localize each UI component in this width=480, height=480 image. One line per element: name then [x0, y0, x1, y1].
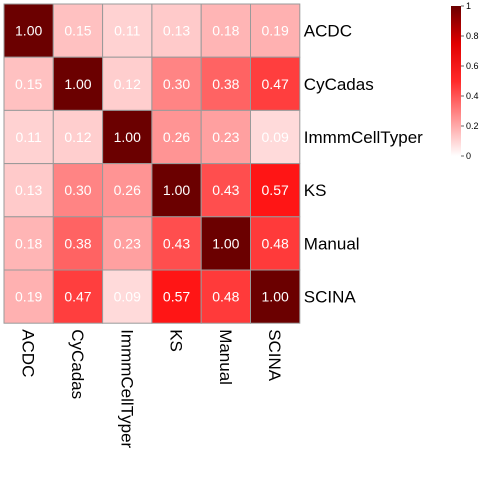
heatmap-cell: [200, 216, 251, 271]
heatmap-cell-value: 0.11: [16, 129, 42, 145]
heatmap-cell-value: 0.23: [212, 129, 239, 145]
legend-tick-label: 0.8: [466, 31, 479, 41]
heatmap-cell-value: 0.30: [64, 182, 91, 198]
heatmap-cell: [151, 163, 202, 218]
heatmap-cell: [250, 3, 301, 58]
row-label: KS: [304, 181, 327, 200]
heatmap-cell-value: 0.26: [163, 129, 190, 145]
heatmap-cell-value: 0.48: [262, 235, 289, 251]
heatmap-cell: [3, 163, 54, 218]
heatmap-cell-value: 0.23: [114, 235, 141, 251]
column-labels: ACDC CyCadas ImmmCellTyper KS Manual SCINA: [19, 329, 284, 448]
heatmap-cell: [102, 216, 153, 271]
heatmap-cell-value: 0.26: [114, 182, 141, 198]
heatmap-cell-value: 0.11: [114, 23, 140, 39]
column-label: CyCadas: [68, 329, 87, 399]
heatmap-cell-value: 0.47: [262, 76, 289, 92]
heatmap-cell: [250, 269, 301, 324]
heatmap-cell-labels: 1.00 0.15 0.11 0.13 0.18 0.19 0.15 1.00 0.12 0.30…: [15, 23, 289, 305]
heatmap-cells: [3, 3, 301, 324]
heatmap-cell-value: 0.38: [212, 76, 239, 92]
heatmap-cell: [151, 109, 202, 165]
legend-ticks: 0 0.2 0.4 0.6 0.8 1: [461, 1, 479, 161]
heatmap-cell: [250, 216, 301, 271]
legend-tick-label: 0.6: [466, 61, 479, 71]
heatmap-cell: [52, 163, 104, 218]
heatmap-cell: [151, 56, 202, 111]
heatmap-cell-value: 0.43: [212, 182, 239, 198]
heatmap-cell-value: 0.43: [163, 235, 190, 251]
row-label: ImmmCellTyper: [304, 128, 423, 147]
heatmap-cell-value: 1.00: [163, 182, 190, 198]
color-legend: 0 0.2 0.4 0.6 0.8 1: [451, 1, 479, 161]
heatmap-cell-value: 0.18: [15, 235, 42, 251]
heatmap-cell-value: 0.12: [114, 76, 141, 92]
legend-tick-label: 0.2: [466, 121, 479, 131]
heatmap-cell: [52, 3, 104, 58]
heatmap-cell-value: 0.30: [163, 76, 190, 92]
heatmap-cell-value: 0.09: [262, 129, 289, 145]
heatmap-cell: [250, 109, 301, 165]
heatmap-cell: [200, 269, 251, 324]
row-labels: ACDC CyCadas ImmmCellTyper KS Manual SCINA: [304, 22, 423, 307]
heatmap-cell-value: 0.09: [114, 289, 141, 305]
heatmap-cell-value: 0.48: [212, 289, 239, 305]
legend-color-bar: [451, 6, 461, 156]
heatmap-cell: [250, 163, 301, 218]
heatmap-cell-value: 0.57: [262, 182, 289, 198]
heatmap-cell-value: 0.57: [163, 289, 190, 305]
heatmap-cell: [250, 56, 301, 111]
heatmap-cell-value: 0.15: [64, 23, 91, 39]
heatmap-cell: [52, 109, 104, 165]
heatmap-cell: [3, 3, 54, 58]
row-label: ACDC: [304, 22, 352, 41]
heatmap-cell-value: 1.00: [15, 23, 42, 39]
legend-tick-label: 1: [466, 1, 471, 11]
heatmap-cell: [52, 56, 104, 111]
column-label: ACDC: [19, 329, 38, 377]
heatmap-cell: [151, 216, 202, 271]
row-label: CyCadas: [304, 75, 374, 94]
legend-tick-label: 0.4: [466, 91, 479, 101]
heatmap-cell: [151, 269, 202, 324]
heatmap-cell-value: 0.18: [212, 23, 239, 39]
heatmap-cell-value: 1.00: [212, 235, 239, 251]
heatmap-cell-value: 0.13: [163, 23, 190, 39]
heatmap-cell: [200, 163, 251, 218]
row-label: SCINA: [304, 288, 357, 307]
heatmap-cell-value: 0.19: [262, 23, 289, 39]
heatmap-cell: [200, 109, 251, 165]
heatmap-cell-value: 0.38: [64, 235, 91, 251]
heatmap-cell-value: 1.00: [262, 289, 289, 305]
row-label: Manual: [304, 234, 360, 253]
heatmap-cell: [102, 163, 153, 218]
heatmap-cell: [3, 269, 54, 324]
heatmap-cell-value: 1.00: [64, 76, 91, 92]
heatmap-cell-value: 0.19: [15, 289, 42, 305]
column-label: SCINA: [265, 329, 284, 382]
column-label: KS: [167, 329, 186, 352]
legend-tick-label: 0: [466, 151, 471, 161]
heatmap-cell-value: 0.13: [15, 182, 42, 198]
column-label: ImmmCellTyper: [117, 329, 136, 448]
column-label: Manual: [216, 329, 235, 385]
heatmap-cell-value: 0.12: [64, 129, 91, 145]
heatmap-cell: [102, 3, 153, 58]
heatmap-cell-value: 0.15: [15, 76, 42, 92]
heatmap-cell-value: 0.47: [64, 289, 91, 305]
heatmap-cell-value: 1.00: [114, 129, 141, 145]
